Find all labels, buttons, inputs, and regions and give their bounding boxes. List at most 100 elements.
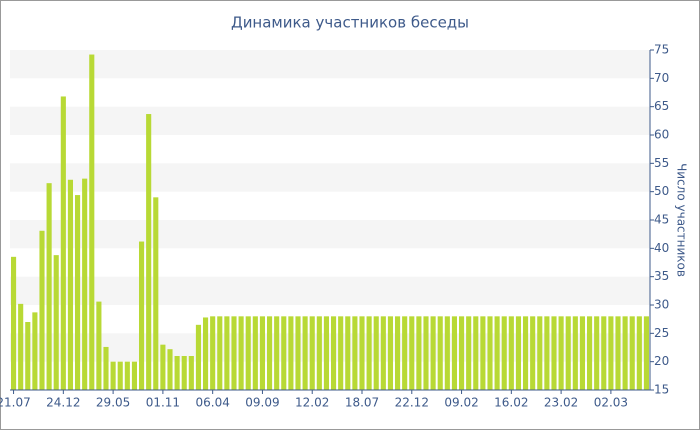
bar [89, 54, 95, 391]
bar [636, 316, 642, 390]
bar [32, 312, 38, 390]
x-tick-label: 29.05 [96, 396, 130, 410]
bar [629, 316, 635, 390]
bar [39, 230, 45, 390]
bar [46, 183, 52, 390]
bar [402, 316, 408, 390]
x-tick-label: 06.04 [195, 396, 229, 410]
bar [430, 316, 436, 390]
x-tick-label: 09.09 [245, 396, 279, 410]
bar [288, 316, 294, 390]
bar [316, 316, 322, 390]
x-tick-label: 22.12 [395, 396, 429, 410]
x-tick-label: 23.02 [544, 396, 578, 410]
bar [558, 316, 564, 390]
bar [238, 316, 244, 390]
bar [394, 316, 401, 390]
bar [544, 316, 550, 390]
bar [67, 179, 74, 390]
y-tick-label: 45 [654, 213, 669, 227]
bar [217, 316, 223, 390]
bar [608, 316, 614, 390]
bar [586, 316, 593, 390]
bar [60, 96, 66, 390]
bar [274, 316, 280, 390]
bar [103, 346, 109, 390]
grid-band [10, 333, 650, 362]
bar [18, 303, 24, 390]
bar [643, 316, 650, 390]
bar [579, 316, 586, 390]
bar [423, 316, 429, 390]
y-tick-label: 65 [654, 99, 669, 113]
y-tick-label: 30 [654, 298, 669, 312]
x-tick-label: 24.12 [46, 396, 80, 410]
bar [181, 356, 187, 390]
bar [537, 316, 543, 390]
bar [565, 316, 571, 390]
bar [345, 316, 351, 390]
bar [572, 316, 578, 390]
bar [202, 317, 209, 390]
bar [110, 361, 116, 390]
bar [266, 316, 273, 390]
bar [82, 178, 88, 390]
bar [437, 316, 443, 390]
y-tick-label: 25 [654, 326, 669, 340]
bar [515, 316, 522, 390]
bar [352, 316, 358, 390]
bar [494, 316, 500, 390]
y-tick-label: 50 [654, 184, 669, 198]
bar [124, 361, 130, 390]
bar [188, 356, 194, 390]
bar [295, 316, 301, 390]
bar [160, 344, 166, 390]
x-tick-label: 02.03 [594, 396, 628, 410]
grid-band [10, 276, 650, 305]
bar [231, 316, 237, 390]
bar [53, 255, 59, 390]
y-tick-label: 20 [654, 354, 669, 368]
y-tick-label: 15 [654, 383, 669, 397]
x-tick-label: 01.11 [146, 396, 180, 410]
chart-title: Динамика участников беседы [231, 14, 469, 32]
bar [245, 316, 251, 390]
bar [366, 316, 372, 390]
bar [487, 316, 493, 390]
bar [530, 316, 536, 390]
bar [210, 316, 216, 390]
x-tick-label: 21.07 [0, 396, 31, 410]
bar [473, 316, 479, 390]
bar [522, 316, 529, 390]
bar [252, 316, 258, 390]
bar [323, 316, 330, 390]
bar [508, 316, 514, 390]
bar [259, 316, 266, 390]
y-tick-label: 55 [654, 156, 669, 170]
bar [622, 316, 628, 390]
bar [174, 356, 180, 390]
grid-band [10, 106, 650, 135]
bar [138, 241, 145, 390]
bar [466, 316, 472, 390]
bar [10, 256, 17, 390]
grid-band [10, 163, 650, 192]
bar [309, 316, 315, 390]
y-axis-label: Число участников [675, 163, 689, 277]
bar [380, 316, 386, 390]
bar [416, 316, 422, 390]
bar [594, 316, 600, 390]
y-tick-label: 35 [654, 269, 669, 283]
bar [501, 316, 507, 390]
bar [387, 316, 394, 390]
bar [96, 301, 102, 390]
bar [131, 361, 138, 390]
y-tick-label: 60 [654, 128, 669, 142]
bar [338, 316, 344, 390]
y-tick-label: 40 [654, 241, 669, 255]
bar [359, 316, 365, 390]
bar [153, 197, 159, 390]
bar [451, 316, 458, 390]
bar [330, 316, 337, 390]
